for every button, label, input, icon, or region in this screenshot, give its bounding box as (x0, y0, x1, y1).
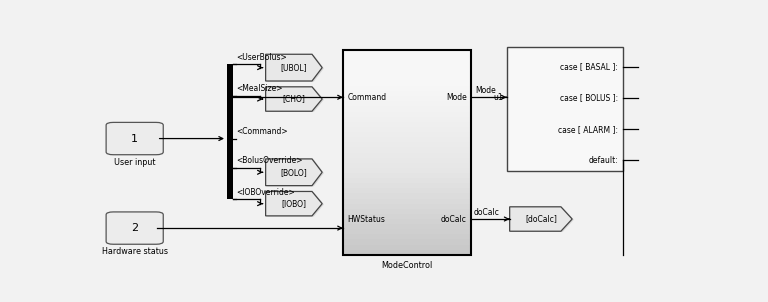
Text: doCalc: doCalc (474, 208, 500, 217)
Bar (343, 142, 471, 147)
Bar (343, 132, 471, 137)
Bar (343, 137, 471, 142)
Bar (343, 96, 471, 101)
Polygon shape (267, 192, 324, 217)
FancyBboxPatch shape (106, 122, 164, 155)
Bar (343, 117, 471, 122)
Polygon shape (266, 191, 323, 216)
Bar (343, 209, 471, 214)
Polygon shape (266, 159, 323, 186)
Bar (343, 127, 471, 132)
Text: <Command>: <Command> (237, 127, 288, 136)
Text: 1: 1 (131, 133, 138, 143)
Bar (343, 173, 471, 178)
Bar (343, 188, 471, 194)
Bar (343, 234, 471, 239)
Text: Hardware status: Hardware status (101, 247, 167, 256)
Text: [UBOL]: [UBOL] (280, 63, 307, 72)
Bar (343, 50, 471, 255)
Bar (343, 86, 471, 91)
Text: default:: default: (588, 156, 618, 165)
Bar (343, 168, 471, 173)
Text: <UserBolus>: <UserBolus> (237, 53, 287, 62)
Bar (343, 71, 471, 76)
Bar (343, 178, 471, 183)
Bar (343, 219, 471, 224)
Text: ModeControl: ModeControl (382, 261, 432, 270)
Text: Mode: Mode (475, 86, 496, 95)
Bar (343, 50, 471, 55)
Bar (343, 224, 471, 229)
Bar (343, 153, 471, 158)
Bar (343, 158, 471, 163)
Bar (343, 250, 471, 255)
Bar (227, 64, 233, 199)
Bar (343, 76, 471, 81)
Bar (343, 245, 471, 250)
Text: 2: 2 (131, 223, 138, 233)
Polygon shape (267, 159, 324, 186)
Bar (343, 81, 471, 86)
Text: <IOBOverride>: <IOBOverride> (237, 188, 295, 197)
Text: Command: Command (347, 93, 386, 102)
Bar (343, 204, 471, 209)
Text: [doCalc]: [doCalc] (525, 214, 557, 223)
Text: Mode: Mode (446, 93, 467, 102)
Bar (343, 107, 471, 111)
Bar (343, 239, 471, 245)
Bar (343, 163, 471, 168)
FancyBboxPatch shape (106, 212, 164, 244)
Text: doCalc: doCalc (441, 214, 467, 223)
Bar (343, 198, 471, 204)
Bar (343, 91, 471, 96)
Bar (343, 229, 471, 234)
Text: HWStatus: HWStatus (347, 214, 385, 223)
Bar (507, 47, 623, 171)
Bar (343, 194, 471, 198)
Text: case [ BASAL ]:: case [ BASAL ]: (560, 63, 618, 71)
Polygon shape (267, 88, 324, 112)
Bar (343, 183, 471, 188)
Text: <BolusOverride>: <BolusOverride> (237, 156, 303, 165)
Bar (343, 66, 471, 71)
Polygon shape (266, 54, 323, 81)
Bar (343, 60, 471, 66)
Text: [CHO]: [CHO] (283, 95, 306, 104)
Text: User input: User input (114, 158, 155, 167)
Bar (343, 111, 471, 117)
Text: <MealSize>: <MealSize> (237, 84, 283, 93)
Text: [IOBO]: [IOBO] (281, 199, 306, 208)
Text: u1: u1 (493, 93, 502, 102)
Polygon shape (511, 207, 574, 232)
Bar (343, 122, 471, 127)
Bar (343, 101, 471, 107)
Bar (343, 55, 471, 60)
Bar (343, 147, 471, 153)
Polygon shape (267, 55, 324, 82)
Polygon shape (266, 87, 323, 111)
Bar (343, 214, 471, 219)
Text: case [ BOLUS ]:: case [ BOLUS ]: (560, 94, 618, 102)
Text: [BOLO]: [BOLO] (280, 168, 307, 177)
Text: case [ ALARM ]:: case [ ALARM ]: (558, 125, 618, 133)
Polygon shape (510, 207, 572, 231)
